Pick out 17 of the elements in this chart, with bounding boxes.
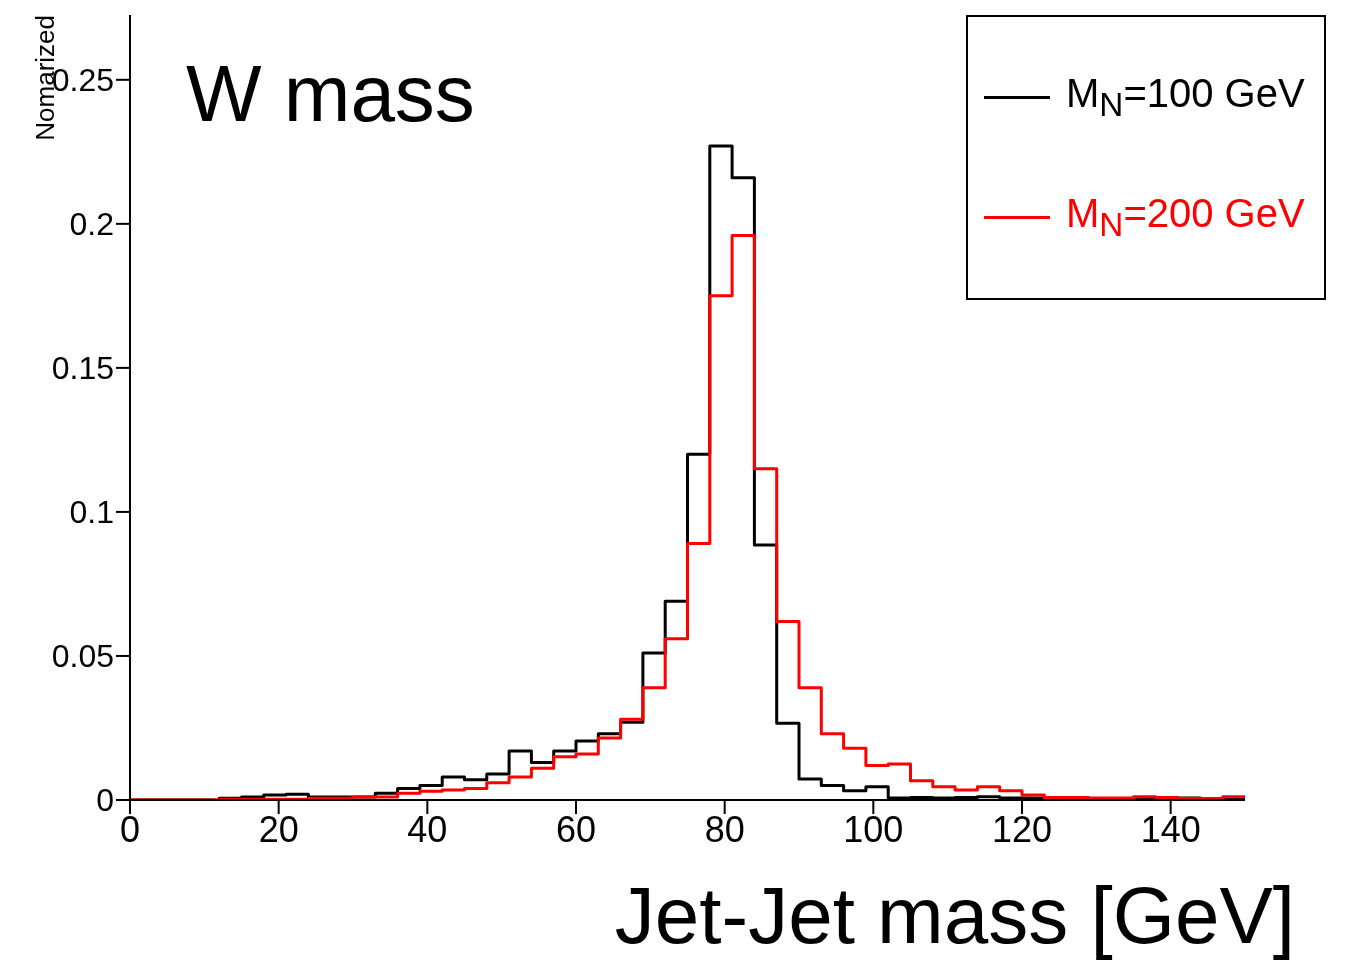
chart-title: W mass [186,48,475,140]
y-tick-label: 0.1 [69,494,114,531]
legend-label: M$_{N}$=200 GeV [1066,190,1305,244]
x-tick-label: 40 [407,808,448,850]
y-tick-label: 0.05 [51,638,114,675]
x-tick-label: 80 [704,808,745,850]
x-tick-label: 60 [555,808,597,850]
x-tick-label: 100 [843,808,904,850]
x-axis-title: Jet-Jet mass [GeV] [614,870,1295,962]
x-tick-label: 140 [1140,808,1201,850]
y-tick-label: 0.15 [51,350,114,387]
y-tick-label: 0 [96,782,114,819]
y-tick-label: 0.2 [69,206,114,243]
x-tick-label: 0 [119,808,141,850]
x-tick-label: 20 [258,808,299,850]
legend-label: M$_{N}$=100 GeV [1066,70,1305,124]
x-tick-label: 120 [991,808,1053,850]
